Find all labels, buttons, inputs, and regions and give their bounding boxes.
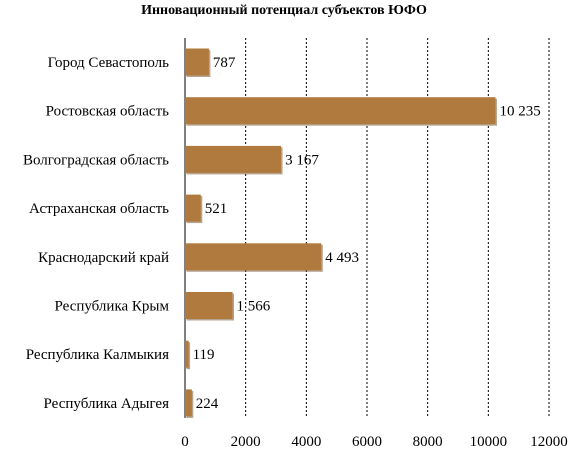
labels-layer: Город Севастополь 787 Ростовская область 10… <box>23 55 541 412</box>
data-label: 119 <box>193 347 215 363</box>
category-label: Республика Калмыкия <box>26 347 169 363</box>
bar <box>185 340 189 368</box>
chart-title: Инновационный потенциал субъектов ЮФО <box>141 3 427 18</box>
category-label: Республика Крым <box>55 299 170 315</box>
data-label: 1 566 <box>237 299 271 315</box>
category-label: Астраханская область <box>29 201 169 217</box>
bars-layer <box>185 48 497 418</box>
bar <box>185 389 192 417</box>
category-label: Краснодарский край <box>38 250 169 266</box>
x-tick-label: 0 <box>181 434 189 450</box>
category-label: Ростовская область <box>46 104 169 120</box>
bar <box>185 194 201 222</box>
category-label: Волгоградская область <box>23 152 169 168</box>
x-tick-label: 4000 <box>291 434 321 450</box>
data-label: 10 235 <box>499 104 540 120</box>
data-label: 787 <box>213 55 236 71</box>
bar <box>185 48 209 76</box>
data-label: 3 167 <box>285 152 319 168</box>
bar <box>185 145 282 173</box>
data-label: 4 493 <box>325 250 359 266</box>
data-label: 224 <box>196 396 219 412</box>
bar <box>185 243 322 271</box>
x-tick-label: 6000 <box>352 434 382 450</box>
x-tick-label: 10000 <box>470 434 508 450</box>
ticks-layer: 0 2000 4000 6000 8000 10000 12000 <box>181 434 568 450</box>
category-label: Республика Адыгея <box>44 396 170 412</box>
grid-layer <box>184 38 550 418</box>
category-label: Город Севастополь <box>48 55 170 71</box>
bar <box>185 97 496 125</box>
x-tick-label: 12000 <box>530 434 568 450</box>
bar <box>185 292 233 319</box>
data-label: 521 <box>205 201 228 217</box>
x-tick-label: 8000 <box>413 434 443 450</box>
x-tick-label: 2000 <box>231 434 261 450</box>
